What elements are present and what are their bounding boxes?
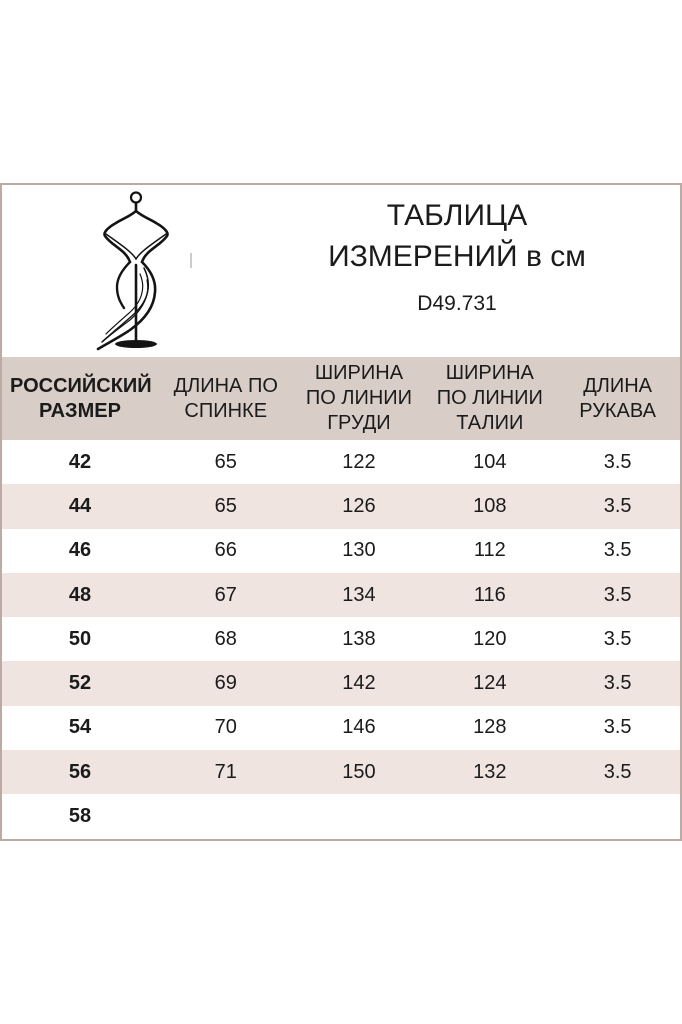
size-table: РОССИЙСКИЙ РАЗМЕР ДЛИНА ПО СПИНКЕ ШИРИНА…	[2, 357, 680, 839]
waist-width-cell: 132	[473, 760, 507, 783]
chest-width-cell: 142	[342, 672, 376, 695]
column-header-size: РОССИЙСКИЙ РАЗМЕР	[2, 357, 158, 440]
table-row-size-56: 56 71 150 132 3.5	[2, 750, 680, 795]
dress-form-icon	[96, 191, 169, 351]
sleeve-length-cell: 3.5	[603, 760, 632, 783]
waist-width-cell: 108	[473, 494, 507, 517]
column-header-sleeve-length: ДЛИНА РУКАВА	[555, 357, 680, 440]
chest-width-cell: 138	[342, 627, 376, 650]
waist-width-cell: 104	[473, 450, 507, 473]
back-length-cell: 67	[214, 583, 237, 606]
chest-width-cell: 122	[342, 450, 376, 473]
sleeve-length-cell: 3.5	[603, 716, 632, 739]
waist-width-cell	[424, 794, 555, 838]
size-cell: 58	[68, 805, 92, 828]
size-cell: 56	[68, 760, 92, 783]
table-row-size-54: 54 70 146 128 3.5	[2, 706, 680, 750]
stray-mark	[190, 253, 192, 268]
size-card: ТАБЛИЦА ИЗМЕРЕНИЙ в см D49.731 РОССИЙСКИ…	[0, 183, 682, 841]
chest-width-cell: 150	[342, 760, 376, 783]
size-cell: 50	[68, 627, 92, 650]
column-header-back-length: ДЛИНА ПО СПИНКЕ	[157, 357, 294, 440]
back-length-cell: 71	[214, 760, 237, 783]
back-length-cell: 70	[214, 716, 237, 739]
chest-width-cell: 126	[342, 494, 376, 517]
card-header: ТАБЛИЦА ИЗМЕРЕНИЙ в см D49.731	[2, 185, 680, 357]
sleeve-length-cell: 3.5	[603, 672, 632, 695]
waist-width-cell: 128	[473, 716, 507, 739]
sleeve-length-cell: 3.5	[603, 539, 632, 562]
column-header-chest-width: ШИРИНА ПО ЛИНИИ ГРУДИ	[293, 357, 425, 440]
product-code: D49.731	[417, 292, 497, 315]
table-row-size-58: 58	[2, 794, 680, 838]
sleeve-length-cell: 3.5	[603, 583, 632, 606]
chest-width-cell: 146	[342, 716, 376, 739]
size-table-body: 42 65 122 104 3.5 44 65 126 108 3.5 46 6…	[2, 440, 680, 839]
size-cell: 44	[68, 494, 92, 517]
size-cell: 42	[68, 450, 92, 473]
chest-width-cell: 134	[342, 583, 376, 606]
sleeve-length-cell	[555, 794, 680, 838]
size-cell: 52	[68, 672, 92, 695]
page-title-line-2: ИЗМЕРЕНИЙ в см	[328, 240, 586, 273]
title-block: ТАБЛИЦА ИЗМЕРЕНИЙ в см D49.731	[292, 195, 622, 316]
table-row-size-44: 44 65 126 108 3.5	[2, 484, 680, 529]
chest-width-cell	[294, 794, 425, 838]
back-length-cell: 65	[214, 494, 237, 517]
table-row-size-52: 52 69 142 124 3.5	[2, 661, 680, 706]
size-cell: 46	[68, 539, 92, 562]
header-row: РОССИЙСКИЙ РАЗМЕР ДЛИНА ПО СПИНКЕ ШИРИНА…	[2, 357, 680, 440]
back-length-cell: 68	[214, 627, 237, 650]
page-title-line-1: ТАБЛИЦА	[386, 199, 528, 232]
back-length-cell: 65	[214, 450, 237, 473]
back-length-cell: 66	[214, 539, 237, 562]
size-table-header: РОССИЙСКИЙ РАЗМЕР ДЛИНА ПО СПИНКЕ ШИРИНА…	[2, 357, 680, 440]
chest-width-cell: 130	[342, 539, 376, 562]
sleeve-length-cell: 3.5	[603, 494, 632, 517]
table-row-size-46: 46 66 130 112 3.5	[2, 529, 680, 573]
waist-width-cell: 116	[473, 583, 506, 606]
sleeve-length-cell: 3.5	[603, 627, 632, 650]
column-header-waist-width: ШИРИНА ПО ЛИНИИ ТАЛИИ	[424, 357, 556, 440]
sleeve-length-cell: 3.5	[603, 450, 632, 473]
size-cell: 48	[68, 583, 92, 606]
table-row-size-42: 42 65 122 104 3.5	[2, 440, 680, 484]
waist-width-cell: 124	[473, 672, 507, 695]
back-length-cell	[158, 794, 294, 838]
waist-width-cell: 112	[473, 539, 506, 562]
table-row-size-50: 50 68 138 120 3.5	[2, 617, 680, 661]
size-cell: 54	[68, 716, 92, 739]
waist-width-cell: 120	[473, 627, 507, 650]
back-length-cell: 69	[214, 672, 237, 695]
table-row-size-48: 48 67 134 116 3.5	[2, 572, 680, 618]
